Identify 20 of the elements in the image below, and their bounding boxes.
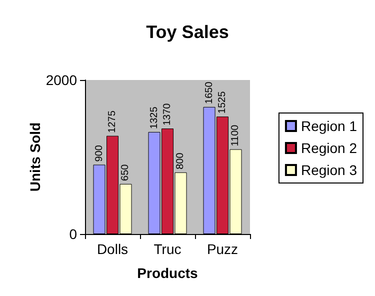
data-label: 900 [94, 144, 105, 162]
data-label: 1100 [230, 124, 242, 146]
x-axis-title: Products [137, 265, 198, 281]
y-tick-label: 2000 [46, 72, 78, 88]
data-label: 1325 [148, 106, 160, 129]
y-tick-label: 0 [69, 226, 78, 242]
x-tick-label: Dolls [96, 241, 128, 257]
legend-label: Region 3 [300, 162, 358, 178]
chart-title: Toy Sales [146, 22, 229, 42]
y-axis-title: Units Sold [26, 122, 43, 192]
data-label: 1525 [217, 90, 228, 114]
data-label: 650 [120, 164, 132, 181]
data-label: 1370 [162, 102, 173, 126]
x-tick-label: Puzz [206, 241, 238, 257]
data-label: 1275 [107, 110, 118, 133]
legend-label: Region 1 [300, 118, 358, 134]
legend-label: Region 2 [300, 140, 358, 156]
data-label: 800 [175, 152, 186, 170]
data-label: 1650 [204, 81, 215, 104]
x-tick-label: Truc [154, 241, 182, 257]
